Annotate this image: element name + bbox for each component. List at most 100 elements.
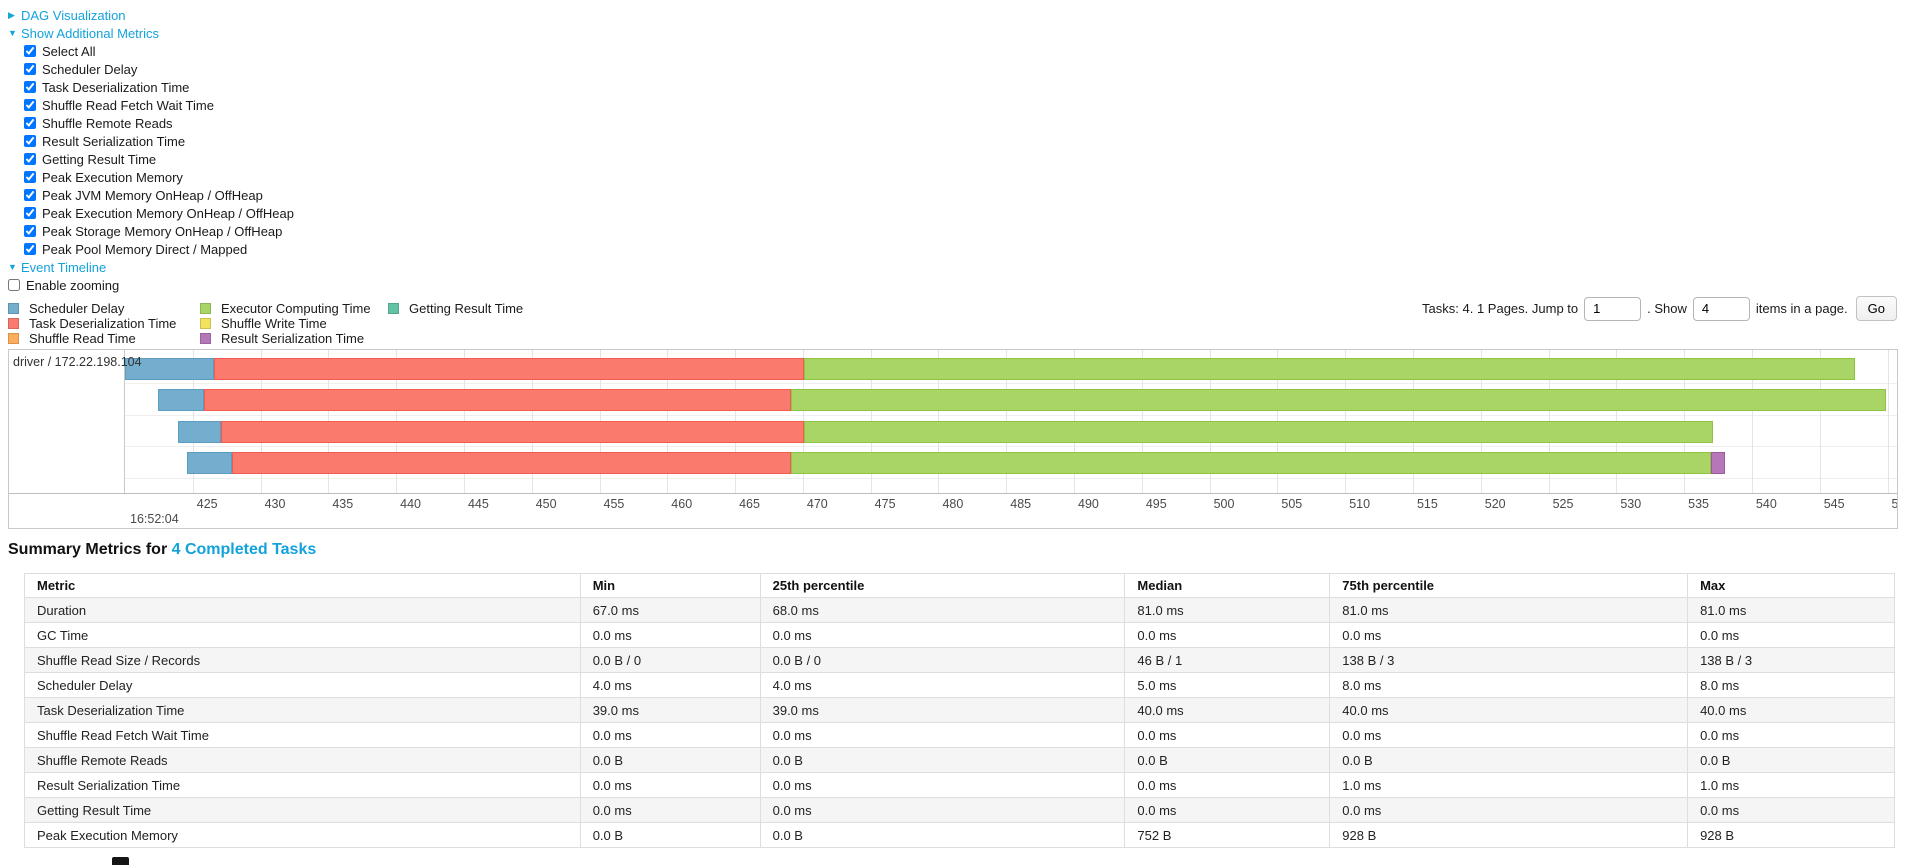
metric-value-cell: 138 B / 3 [1329, 647, 1689, 673]
go-button[interactable]: Go [1855, 296, 1897, 321]
metric-checkbox-label: Peak Execution Memory [42, 169, 183, 185]
metric-value-cell: 0.0 ms [1329, 797, 1689, 823]
legend-column: Getting Result Time [388, 301, 523, 346]
legend-item: Scheduler Delay [8, 300, 200, 316]
metric-value-cell: 39.0 ms [759, 697, 1126, 723]
task-3-executor_computing_time-bar[interactable] [790, 452, 1712, 474]
task-0-task_deserialization_time-bar[interactable] [214, 358, 805, 380]
metric-checkbox[interactable] [24, 63, 36, 75]
gridline [1819, 350, 1821, 493]
table-column-header: Median [1124, 573, 1331, 598]
legend-label: Task Deserialization Time [29, 315, 177, 331]
metric-value-cell: 0.0 ms [1124, 772, 1331, 798]
task-1-task_deserialization_time-bar[interactable] [203, 389, 791, 411]
table-column-header: 75th percentile [1329, 573, 1689, 598]
metric-value-cell: 8.0 ms [1687, 672, 1895, 698]
task-2-scheduler_delay-bar[interactable] [177, 421, 222, 443]
task-3-result_serialization_time-bar[interactable] [1711, 452, 1725, 474]
row-separator-line [125, 446, 1897, 447]
metric-checkbox[interactable] [24, 207, 36, 219]
task-2-executor_computing_time-bar[interactable] [804, 421, 1713, 443]
metric-value-cell: 0.0 ms [1124, 797, 1331, 823]
metric-checkbox[interactable] [24, 135, 36, 147]
expanded-arrow-icon: ▼ [8, 28, 17, 38]
legend-label: Shuffle Write Time [221, 315, 327, 331]
task-0-scheduler_delay-bar[interactable] [125, 358, 215, 380]
legend-column: Executor Computing Time Shuffle Write Tim… [200, 301, 388, 346]
metric-checkbox-label: Peak Execution Memory OnHeap / OffHeap [42, 205, 294, 221]
metric-checkbox[interactable] [24, 243, 36, 255]
table-column-header: Metric [24, 573, 581, 598]
executor_computing_time-swatch-icon [200, 302, 211, 314]
legend-label: Getting Result Time [409, 300, 524, 316]
executor-group-label: driver / 172.22.198.104 [13, 355, 142, 369]
timeline-plot-area [125, 350, 1897, 493]
axis-tick-label: 430 [264, 497, 286, 511]
metric-value-cell: 39.0 ms [579, 697, 761, 723]
table-row: Result Serialization Time 0.0 ms 0.0 ms 0.0… [24, 772, 1895, 798]
metric-value-cell: 0.0 ms [759, 622, 1126, 648]
items-per-page-input[interactable] [1692, 296, 1750, 321]
event-timeline-chart: driver / 172.22.198.104 425 430 435 440 445 4… [8, 349, 1898, 529]
pagination-text-before: Tasks: 4. 1 Pages. Jump to [1422, 301, 1579, 316]
axis-tick-label: 540 [1755, 497, 1777, 511]
completed-tasks-link[interactable]: 4 Completed Tasks [171, 541, 317, 558]
metric-value-cell: 0.0 ms [579, 772, 761, 798]
show-additional-metrics-toggle[interactable]: ▼ Show Additional Metrics [8, 24, 294, 42]
task-2-task_deserialization_time-bar[interactable] [221, 421, 805, 443]
metric-checkbox-label: Result Serialization Time [42, 133, 186, 149]
axis-tick-label: 510 [1349, 497, 1371, 511]
enable-zooming-row: Enable zooming [8, 276, 294, 294]
metric-checkbox[interactable] [24, 81, 36, 93]
metric-checkbox[interactable] [24, 189, 36, 201]
dag-visualization-toggle[interactable]: ▶ DAG Visualization [8, 6, 294, 24]
metric-value-cell: 928 B [1687, 822, 1895, 848]
task-1-executor_computing_time-bar[interactable] [790, 389, 1887, 411]
axis-tick-label: 460 [671, 497, 693, 511]
metric-checkbox[interactable] [24, 171, 36, 183]
event-timeline-toggle[interactable]: ▼ Event Timeline [8, 258, 294, 276]
metric-value-cell: 46 B / 1 [1124, 647, 1331, 673]
legend-label: Scheduler Delay [29, 300, 125, 316]
metric-checkbox-row: Shuffle Read Fetch Wait Time [8, 96, 294, 114]
axis-tick-label: 455 [603, 497, 625, 511]
metric-checkbox-label: Shuffle Remote Reads [42, 115, 173, 131]
metric-checkbox[interactable] [24, 225, 36, 237]
metric-value-cell: 0.0 ms [1124, 622, 1331, 648]
metric-checkbox[interactable] [24, 117, 36, 129]
table-row: Shuffle Read Size / Records 0.0 B / 0 0.0 … [24, 647, 1895, 673]
metric-value-cell: 81.0 ms [1687, 597, 1895, 623]
task-1-scheduler_delay-bar[interactable] [157, 389, 204, 411]
metric-checkbox-row: Shuffle Remote Reads [8, 114, 294, 132]
metric-checkbox-row: Task Deserialization Time [8, 78, 294, 96]
metric-checkbox-row: Scheduler Delay [8, 60, 294, 78]
table-column-header: 25th percentile [759, 573, 1126, 598]
metric-value-cell: 1.0 ms [1329, 772, 1689, 798]
metric-value-cell: 0.0 ms [1329, 622, 1689, 648]
jump-to-page-input[interactable] [1584, 296, 1642, 321]
metric-value-cell: 928 B [1329, 822, 1689, 848]
axis-tick-label: 440 [400, 497, 421, 511]
enable-zooming-checkbox[interactable] [8, 279, 20, 291]
shuffle_write_time-swatch-icon [200, 317, 211, 329]
legend-item: Task Deserialization Time [8, 315, 200, 331]
axis-major-time-label: 16:52:04 [130, 512, 179, 526]
task-3-scheduler_delay-bar[interactable] [187, 452, 233, 474]
metric-checkbox[interactable] [24, 99, 36, 111]
metric-checkbox-label: Select All [42, 43, 96, 59]
summary-metrics-table: Metric Min 25th percentile Median 75th perce… [24, 573, 1895, 848]
metric-checkbox[interactable] [24, 45, 36, 57]
metric-value-cell: 0.0 ms [1687, 622, 1895, 648]
collapsed-arrow-icon: ▶ [8, 9, 15, 20]
axis-tick-label: 535 [1688, 497, 1709, 511]
clipped-next-section-fragment [112, 857, 129, 865]
axis-tick-label: 475 [874, 497, 896, 511]
metric-value-cell: 0.0 ms [579, 622, 761, 648]
task-0-executor_computing_time-bar[interactable] [804, 358, 1855, 380]
task-3-task_deserialization_time-bar[interactable] [232, 452, 791, 474]
metric-checkbox-row: Select All [8, 42, 294, 60]
axis-tick-label: 465 [739, 497, 760, 511]
axis-tick-label: 485 [1010, 497, 1032, 511]
metric-checkbox[interactable] [24, 153, 36, 165]
metric-value-cell: 40.0 ms [1687, 697, 1895, 723]
